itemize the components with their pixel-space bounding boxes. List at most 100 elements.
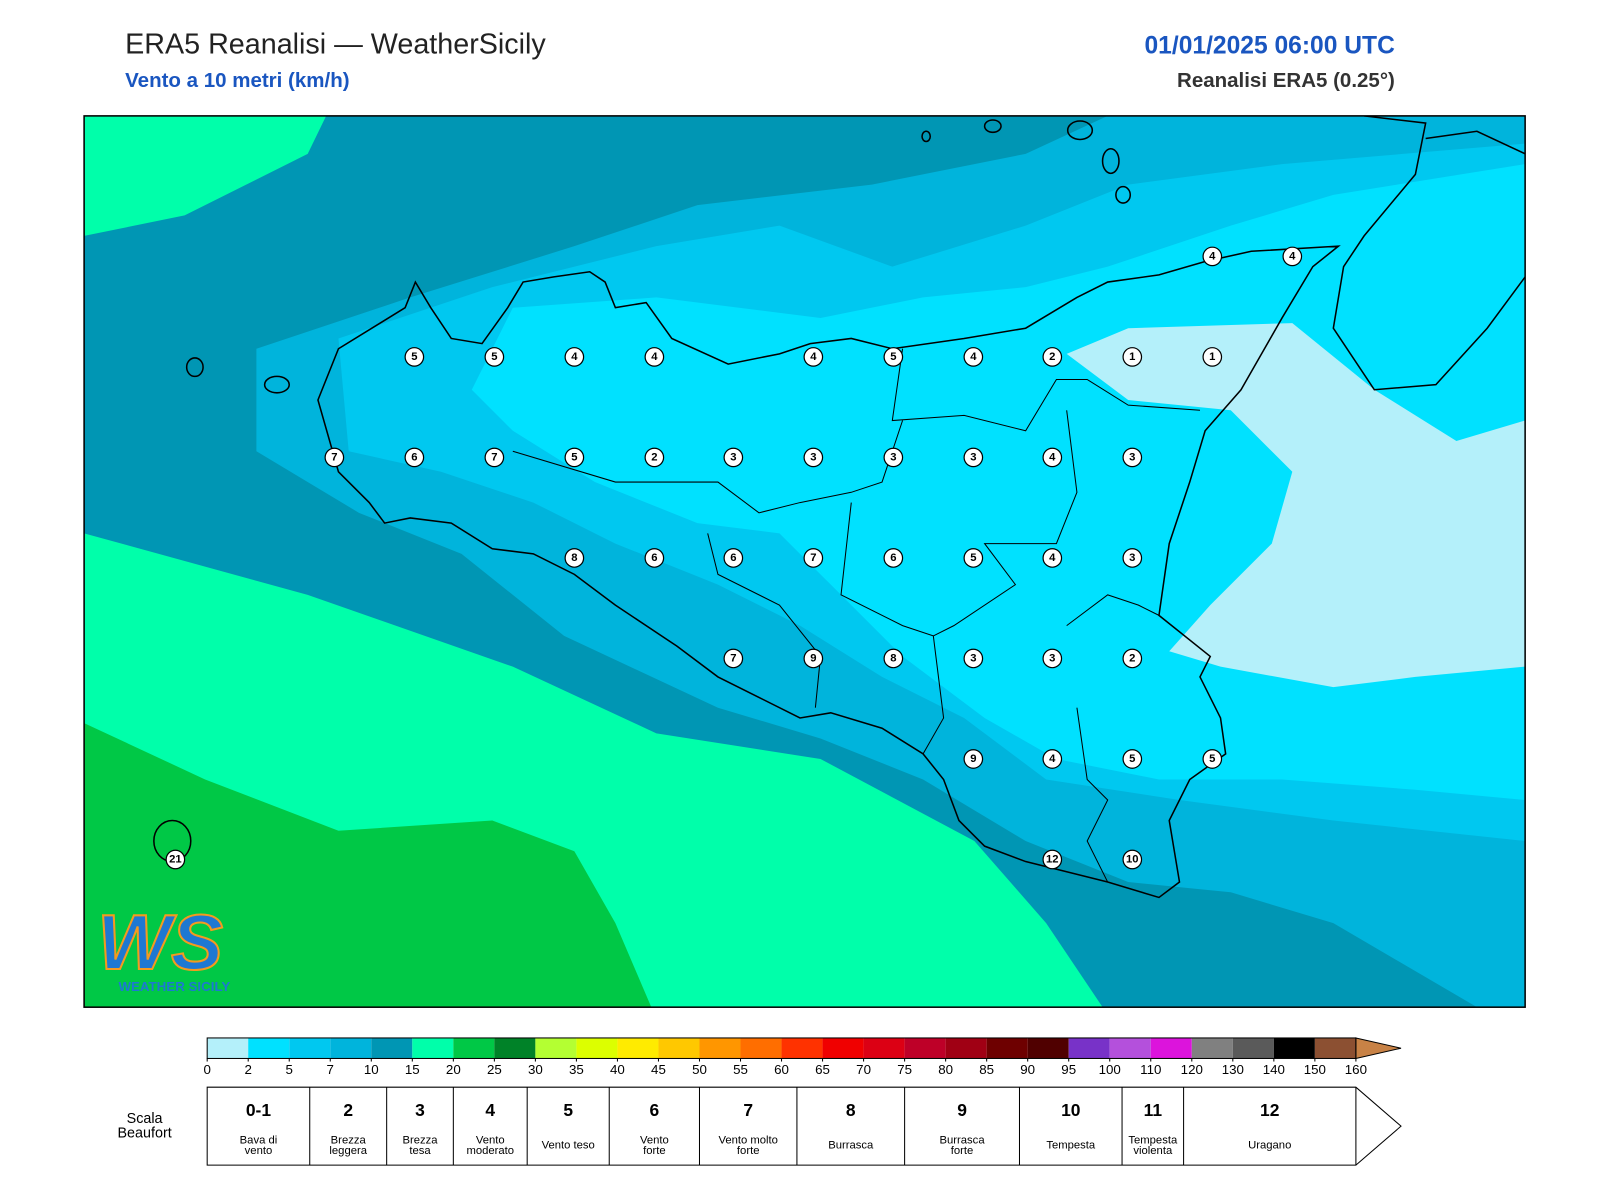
station-marker bbox=[1122, 849, 1143, 870]
subtitle: Vento a 10 metri (km/h) bbox=[125, 69, 349, 92]
stations: 4 45 5 4 4 4 5 4 2 1 17 6 7 5 2 3 3 3 3 4 38 6 6 7 6 5 4 37 9 8 3 3 29 4 5… bbox=[165, 246, 1303, 870]
beaufort-label: violenta bbox=[1133, 1145, 1173, 1157]
colorbar-segment bbox=[453, 1037, 495, 1059]
beaufort-label: Tempesta bbox=[1046, 1140, 1096, 1152]
station-marker bbox=[564, 548, 585, 568]
station-value: 3 bbox=[1049, 652, 1055, 664]
station-marker bbox=[963, 749, 984, 769]
colorbar-tick-label: 45 bbox=[651, 1062, 666, 1077]
station-marker bbox=[1042, 648, 1063, 669]
beaufort-label: tesa bbox=[409, 1145, 431, 1157]
colorbar-extend bbox=[1355, 1037, 1402, 1060]
station-value: 7 bbox=[810, 552, 816, 564]
station-value: 3 bbox=[1129, 552, 1135, 564]
colorbar-segment bbox=[1314, 1037, 1356, 1059]
station-value: 12 bbox=[1046, 853, 1059, 865]
station-marker bbox=[723, 648, 744, 669]
beaufort-force: 3 bbox=[415, 1100, 425, 1120]
beaufort-label: leggera bbox=[329, 1145, 367, 1157]
colorbar-segment bbox=[1232, 1037, 1274, 1059]
station-value: 6 bbox=[890, 552, 896, 564]
station-marker bbox=[803, 447, 824, 468]
beaufort-force: 0-1 bbox=[246, 1100, 271, 1120]
colorbar-segment bbox=[1273, 1037, 1315, 1059]
station-marker bbox=[963, 347, 984, 367]
station-value: 5 bbox=[1129, 753, 1135, 765]
beaufort-force: 8 bbox=[846, 1100, 856, 1120]
colorbar-segment bbox=[412, 1037, 454, 1059]
station-marker bbox=[803, 347, 824, 367]
station-value: 4 bbox=[1289, 250, 1296, 262]
colorbar-tick-label: 65 bbox=[815, 1062, 830, 1077]
wind-field bbox=[84, 115, 1526, 1008]
station-marker bbox=[883, 347, 904, 367]
station-marker bbox=[404, 447, 425, 468]
colorbar-segment bbox=[699, 1037, 741, 1059]
colorbar-tick-label: 80 bbox=[938, 1062, 953, 1077]
station-value: 3 bbox=[1129, 451, 1135, 463]
beaufort-label: vento bbox=[245, 1145, 273, 1157]
station-marker bbox=[1122, 347, 1143, 367]
station-value: 4 bbox=[1049, 552, 1056, 564]
station-marker bbox=[723, 548, 744, 568]
station-value: 21 bbox=[169, 853, 182, 865]
datetime: 01/01/2025 06:00 UTC bbox=[1144, 32, 1395, 59]
station-marker bbox=[165, 849, 186, 870]
station-marker bbox=[1042, 548, 1063, 568]
beaufort-label: Uragano bbox=[1248, 1140, 1291, 1152]
beaufort-label: Vento bbox=[640, 1135, 669, 1147]
beaufort-force: 11 bbox=[1144, 1100, 1163, 1120]
station-value: 1 bbox=[1129, 351, 1135, 363]
beaufort-label: Vento molto bbox=[718, 1135, 778, 1147]
colorbar-tick-label: 40 bbox=[610, 1062, 625, 1077]
station-marker bbox=[1122, 447, 1143, 468]
contour bbox=[1066, 323, 1526, 688]
colorbar-segment bbox=[904, 1037, 946, 1059]
beaufort-force: 12 bbox=[1260, 1100, 1279, 1120]
colorbar-tick-label: 0 bbox=[203, 1062, 210, 1077]
colorbar-tick-label: 90 bbox=[1020, 1062, 1035, 1077]
station-marker bbox=[1202, 347, 1223, 367]
colorbar-tick-label: 30 bbox=[528, 1062, 543, 1077]
colorbar-segment bbox=[617, 1037, 659, 1059]
colorbar-tick-label: 70 bbox=[856, 1062, 871, 1077]
colorbar-tick-label: 2 bbox=[244, 1062, 251, 1077]
beaufort-label: moderato bbox=[466, 1145, 514, 1157]
colorbar-segment bbox=[740, 1037, 782, 1059]
colorbar-tick-label: 160 bbox=[1345, 1062, 1367, 1077]
colorbar-segment bbox=[1191, 1037, 1233, 1059]
station-value: 3 bbox=[970, 451, 976, 463]
colorbar-tick-label: 50 bbox=[692, 1062, 707, 1077]
beaufort-label: forte bbox=[737, 1145, 760, 1157]
station-value: 10 bbox=[1126, 853, 1139, 865]
colorbar-tick-label: 35 bbox=[569, 1062, 584, 1077]
station-marker bbox=[1202, 749, 1223, 769]
station-marker bbox=[1042, 749, 1063, 769]
station-value: 7 bbox=[491, 451, 497, 463]
station-value: 5 bbox=[1209, 753, 1215, 765]
station-value: 2 bbox=[1129, 652, 1135, 664]
beaufort-label: Brezza bbox=[402, 1135, 438, 1147]
station-marker bbox=[1122, 648, 1143, 669]
beaufort-frame bbox=[206, 1086, 1402, 1166]
station-value: 3 bbox=[730, 451, 736, 463]
station-marker bbox=[963, 648, 984, 669]
station-marker bbox=[644, 447, 665, 468]
beaufort-force: 10 bbox=[1061, 1100, 1080, 1120]
station-marker bbox=[484, 347, 505, 367]
station-value: 5 bbox=[411, 351, 417, 363]
station-marker bbox=[1282, 246, 1303, 267]
contour bbox=[84, 723, 652, 1008]
station-marker bbox=[1122, 749, 1143, 769]
station-value: 4 bbox=[1049, 753, 1056, 765]
station-value: 5 bbox=[571, 451, 577, 463]
coastline bbox=[153, 115, 1526, 899]
beaufort-label: Tempesta bbox=[1128, 1135, 1178, 1147]
station-value: 6 bbox=[411, 451, 417, 463]
station-marker bbox=[803, 648, 824, 669]
colorbar-segment bbox=[986, 1037, 1028, 1059]
station-marker bbox=[883, 548, 904, 568]
station-marker bbox=[404, 347, 425, 367]
station-value: 4 bbox=[571, 351, 578, 363]
